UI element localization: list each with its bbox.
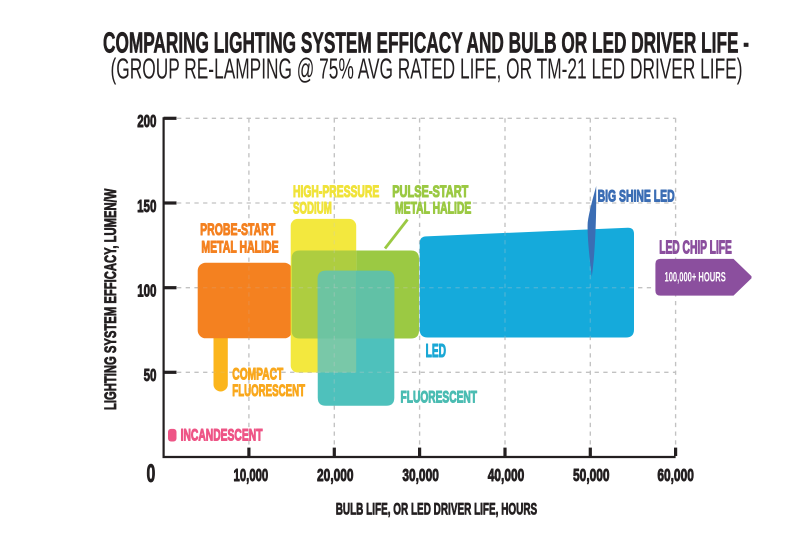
- svg-text:BIG SHINE LED: BIG SHINE LED: [598, 186, 675, 205]
- svg-text:PULSE-START: PULSE-START: [392, 182, 469, 201]
- svg-text:SODIUM: SODIUM: [293, 198, 332, 217]
- svg-text:100,000+ HOURS: 100,000+ HOURS: [665, 269, 726, 285]
- svg-text:FLUORESCENT: FLUORESCENT: [232, 381, 305, 400]
- svg-text:40,000: 40,000: [488, 465, 525, 485]
- svg-text:20,000: 20,000: [317, 465, 354, 485]
- svg-text:(GROUP RE-LAMPING @ 75% AVG RA: (GROUP RE-LAMPING @ 75% AVG RATED LIFE, …: [111, 54, 743, 86]
- svg-text:COMPARING LIGHTING SYSTEM EFFI: COMPARING LIGHTING SYSTEM EFFICACY AND B…: [103, 27, 749, 59]
- svg-text:LED: LED: [426, 341, 446, 361]
- svg-text:30,000: 30,000: [402, 465, 439, 485]
- svg-text:COMPACT: COMPACT: [232, 365, 283, 384]
- svg-text:INCANDESCENT: INCANDESCENT: [181, 425, 263, 444]
- svg-text:HIGH-PRESSURE: HIGH-PRESSURE: [293, 182, 379, 201]
- svg-text:10,000: 10,000: [234, 465, 269, 485]
- svg-text:50: 50: [144, 365, 157, 385]
- svg-text:50,000: 50,000: [573, 465, 610, 485]
- svg-text:200: 200: [137, 111, 156, 131]
- svg-text:0: 0: [147, 461, 156, 488]
- svg-text:60,000: 60,000: [657, 465, 694, 485]
- svg-text:150: 150: [137, 196, 156, 216]
- svg-text:METAL HALIDE: METAL HALIDE: [395, 198, 471, 217]
- svg-text:LED CHIP LIFE: LED CHIP LIFE: [659, 238, 732, 258]
- svg-text:METAL HALIDE: METAL HALIDE: [201, 237, 278, 256]
- svg-text:LIGHTING SYSTEM EFFICACY, LUME: LIGHTING SYSTEM EFFICACY, LUMEN/W: [102, 188, 120, 410]
- svg-text:FLUORESCENT: FLUORESCENT: [401, 388, 478, 407]
- svg-text:BULB LIFE, OR LED DRIVER LIFE,: BULB LIFE, OR LED DRIVER LIFE, HOURS: [336, 501, 538, 519]
- svg-text:PROBE-START: PROBE-START: [200, 220, 276, 239]
- svg-text:100: 100: [137, 281, 156, 301]
